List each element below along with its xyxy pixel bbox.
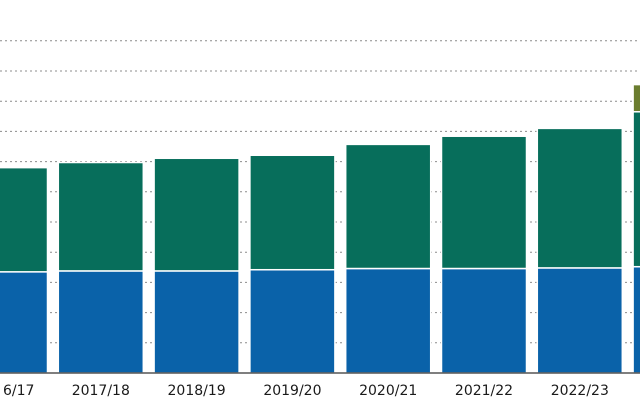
bar-segment-series-2: [0, 166, 49, 273]
x-tick-label: 2018/19: [168, 383, 226, 399]
bar-segment-series-2: [440, 135, 528, 270]
bar-segment-series-2: [153, 157, 240, 272]
bar-segment-series-2: [536, 127, 624, 269]
bars: [0, 83, 640, 374]
bar-segment-series-2: [344, 143, 432, 270]
x-tick-label: 2022/23: [551, 383, 609, 399]
bar-segment-series-1: [440, 267, 528, 374]
bar-segment-series-1: [632, 265, 640, 374]
x-tick-label: 6/17: [3, 383, 34, 399]
bar-segment-series-1: [153, 270, 240, 374]
bar-segment-series-2: [632, 111, 640, 268]
x-tick-label: 2017/18: [72, 383, 130, 399]
bar-segment-series-1: [57, 270, 145, 374]
x-tick-label: 2020/21: [359, 383, 417, 399]
x-tick-labels: 6/17 2017/18 2018/19 2019/20 2020/21 2021/22 2…: [3, 383, 609, 399]
bar-segment-series-1: [0, 271, 49, 374]
bar-segment-series-1: [249, 268, 336, 374]
x-tick-label: 2019/20: [263, 383, 321, 399]
bar-segment-series-1: [344, 267, 432, 374]
bar-segment-series-3: [632, 83, 640, 113]
x-tick-label: 2021/22: [455, 383, 513, 399]
bar-segment-series-1: [536, 267, 624, 374]
bar-segment-series-2: [57, 161, 145, 272]
bar-segment-series-2: [249, 154, 336, 271]
